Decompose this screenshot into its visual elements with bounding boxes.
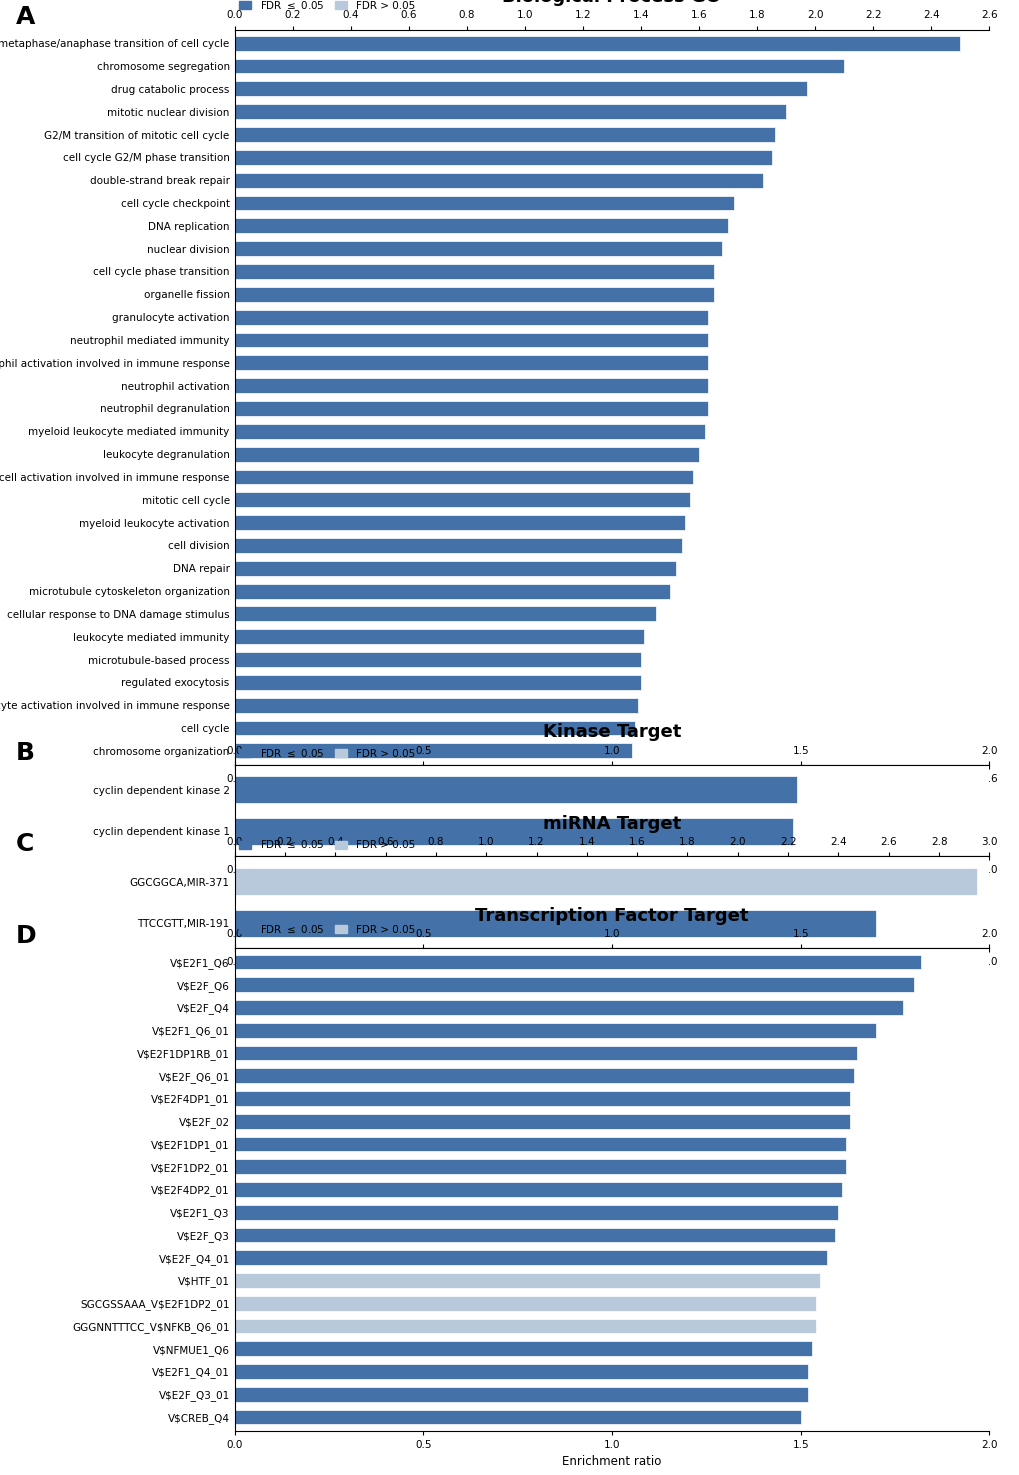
Bar xyxy=(234,1092,849,1106)
Bar xyxy=(234,1273,819,1288)
Text: A: A xyxy=(15,6,35,30)
X-axis label: Enrichment ratio: Enrichment ratio xyxy=(561,1456,661,1468)
Bar xyxy=(234,355,707,370)
Bar xyxy=(234,978,913,993)
Bar xyxy=(234,1227,834,1242)
Bar xyxy=(234,743,632,758)
Bar xyxy=(234,493,690,507)
Bar xyxy=(234,1251,826,1266)
Bar xyxy=(234,910,875,937)
Bar xyxy=(234,35,960,50)
Bar xyxy=(234,310,707,324)
Bar xyxy=(234,1386,807,1401)
Bar xyxy=(234,173,762,187)
Bar xyxy=(234,81,806,96)
Bar xyxy=(234,817,793,845)
Bar xyxy=(234,1159,845,1174)
Bar xyxy=(234,401,707,416)
Bar xyxy=(234,264,713,279)
Bar xyxy=(234,1319,815,1333)
Bar xyxy=(234,127,773,142)
Bar xyxy=(234,867,976,895)
Bar xyxy=(234,423,704,438)
Bar xyxy=(234,1410,800,1425)
Bar xyxy=(234,218,728,233)
Bar xyxy=(234,698,638,712)
Bar xyxy=(234,1181,842,1196)
Bar xyxy=(234,515,684,530)
Bar xyxy=(234,1022,875,1038)
Bar xyxy=(234,676,640,690)
Title: Biological Process GO: Biological Process GO xyxy=(502,0,720,6)
Bar xyxy=(234,196,734,211)
Bar xyxy=(234,630,643,645)
Bar xyxy=(234,1205,838,1220)
X-axis label: Enrichment ratio: Enrichment ratio xyxy=(561,974,661,985)
Bar xyxy=(234,469,693,484)
Bar xyxy=(234,59,844,74)
Bar xyxy=(234,538,681,553)
Text: B: B xyxy=(15,740,35,764)
Bar xyxy=(234,150,771,165)
X-axis label: Enrichment ratio: Enrichment ratio xyxy=(561,881,661,894)
Bar xyxy=(234,606,655,621)
Bar xyxy=(234,1000,902,1015)
Legend: FDR $\leq$ 0.05, FDR > 0.05: FDR $\leq$ 0.05, FDR > 0.05 xyxy=(234,0,419,15)
Text: C: C xyxy=(15,832,34,857)
Bar xyxy=(234,105,786,119)
Text: D: D xyxy=(15,925,37,948)
Bar xyxy=(234,652,640,667)
Bar xyxy=(234,1341,811,1356)
Bar xyxy=(234,332,707,348)
Legend: FDR $\leq$ 0.05, FDR > 0.05: FDR $\leq$ 0.05, FDR > 0.05 xyxy=(234,742,419,763)
Legend: FDR $\leq$ 0.05, FDR > 0.05: FDR $\leq$ 0.05, FDR > 0.05 xyxy=(234,919,419,938)
Bar xyxy=(234,378,707,392)
Title: Kinase Target: Kinase Target xyxy=(542,723,681,742)
Bar xyxy=(234,1297,815,1311)
Bar xyxy=(234,584,669,599)
Bar xyxy=(234,1364,807,1379)
Bar xyxy=(234,1137,845,1152)
Bar xyxy=(234,1046,856,1061)
Bar xyxy=(234,242,721,257)
Bar xyxy=(234,1114,849,1128)
X-axis label: Enrichment ratio: Enrichment ratio xyxy=(561,789,661,802)
Bar xyxy=(234,1068,853,1083)
Title: miRNA Target: miRNA Target xyxy=(542,816,681,833)
Bar xyxy=(234,721,635,736)
Bar xyxy=(234,447,698,462)
Bar xyxy=(234,954,920,969)
Bar xyxy=(234,560,676,575)
Bar xyxy=(234,776,796,804)
Legend: FDR $\leq$ 0.05, FDR > 0.05: FDR $\leq$ 0.05, FDR > 0.05 xyxy=(234,835,419,854)
Bar xyxy=(234,288,713,302)
Title: Transcription Factor Target: Transcription Factor Target xyxy=(475,907,748,925)
